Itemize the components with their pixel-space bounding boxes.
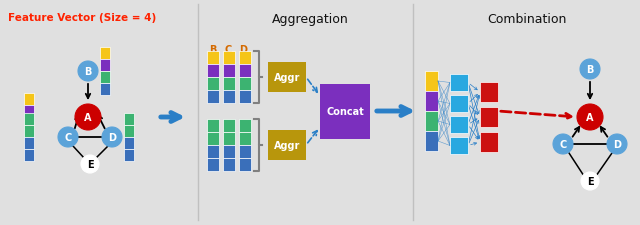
Bar — [207, 52, 219, 65]
Text: B: B — [84, 67, 92, 77]
Bar — [425, 112, 438, 131]
Text: D: D — [108, 132, 116, 142]
Bar — [480, 83, 498, 103]
Bar — [239, 52, 251, 65]
Bar — [24, 94, 34, 106]
Bar — [480, 132, 498, 152]
Bar — [223, 78, 235, 91]
Text: Concat: Concat — [326, 107, 364, 117]
Bar — [24, 129, 34, 141]
Text: B: B — [209, 45, 217, 55]
Bar — [100, 48, 110, 60]
Bar — [450, 96, 468, 112]
Bar — [207, 91, 219, 104]
Bar — [24, 149, 34, 161]
Bar — [223, 65, 235, 78]
Bar — [239, 119, 251, 132]
Bar — [450, 137, 468, 154]
Text: Aggr: Aggr — [274, 140, 300, 150]
Text: D: D — [239, 45, 247, 55]
Text: E: E — [86, 159, 93, 169]
Circle shape — [81, 155, 99, 173]
Bar — [24, 137, 34, 149]
Bar — [223, 91, 235, 104]
Circle shape — [577, 105, 603, 130]
Bar — [100, 84, 110, 96]
Bar — [100, 72, 110, 84]
Circle shape — [75, 105, 101, 130]
Bar — [239, 158, 251, 171]
Bar — [124, 137, 134, 149]
Text: A: A — [586, 112, 594, 122]
Text: A: A — [84, 112, 92, 122]
Bar — [239, 65, 251, 78]
Text: E: E — [587, 176, 593, 186]
Circle shape — [78, 62, 98, 82]
Bar — [268, 130, 306, 160]
Bar — [223, 132, 235, 145]
Bar — [207, 132, 219, 145]
Text: C: C — [65, 132, 72, 142]
Text: C: C — [559, 139, 566, 149]
Circle shape — [607, 134, 627, 154]
Bar — [207, 119, 219, 132]
Circle shape — [58, 127, 78, 147]
Circle shape — [553, 134, 573, 154]
Bar — [425, 72, 438, 92]
Text: Feature Vector (Size = 4): Feature Vector (Size = 4) — [8, 13, 156, 23]
Bar — [268, 63, 306, 93]
Bar — [223, 52, 235, 65]
Bar — [450, 75, 468, 92]
Bar — [24, 117, 34, 129]
Text: B: B — [586, 65, 594, 75]
Bar — [24, 113, 34, 126]
Bar — [207, 158, 219, 171]
Bar — [223, 119, 235, 132]
Bar — [124, 149, 134, 161]
Bar — [239, 91, 251, 104]
Bar — [124, 126, 134, 137]
Bar — [24, 106, 34, 117]
Text: D: D — [613, 139, 621, 149]
Bar — [207, 145, 219, 158]
Bar — [124, 113, 134, 126]
Bar — [100, 60, 110, 72]
Bar — [239, 132, 251, 145]
Circle shape — [102, 127, 122, 147]
Text: C: C — [225, 45, 232, 55]
Bar — [450, 117, 468, 133]
Text: Combination: Combination — [487, 13, 566, 26]
Bar — [207, 78, 219, 91]
Text: Aggregation: Aggregation — [271, 13, 348, 26]
Bar — [239, 78, 251, 91]
Bar — [425, 92, 438, 112]
Bar — [480, 108, 498, 127]
Bar — [223, 158, 235, 171]
Bar — [207, 65, 219, 78]
Bar — [24, 126, 34, 137]
Circle shape — [581, 172, 599, 190]
Bar — [320, 85, 370, 139]
Bar — [425, 131, 438, 151]
Text: Aggr: Aggr — [274, 73, 300, 83]
Bar — [239, 145, 251, 158]
Bar — [223, 145, 235, 158]
Circle shape — [580, 60, 600, 80]
